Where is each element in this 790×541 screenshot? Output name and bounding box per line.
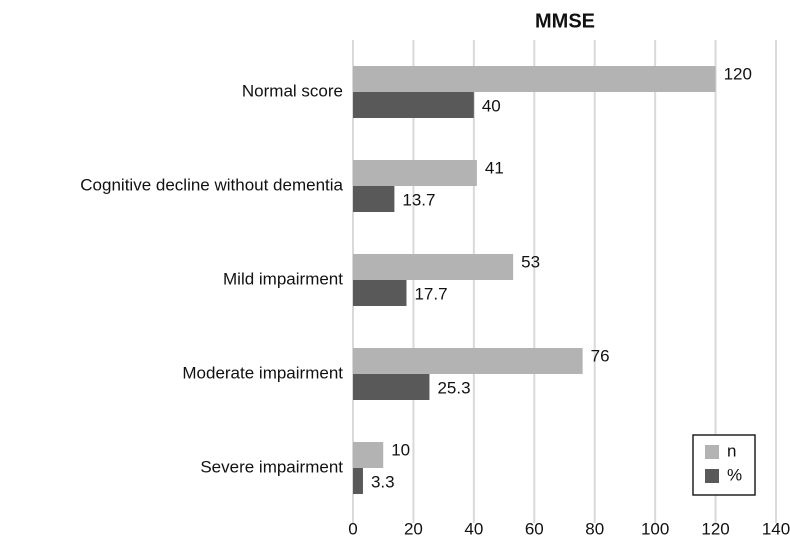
legend-label: n (727, 441, 736, 460)
y-tick-label: Mild impairment (223, 269, 343, 288)
data-label: 53 (521, 252, 540, 271)
bar (353, 280, 407, 306)
x-tick-label: 0 (348, 519, 357, 538)
legend-box (692, 434, 756, 496)
x-tick-label: 20 (404, 519, 423, 538)
legend-label: % (727, 465, 742, 484)
chart-title: MMSE (535, 10, 595, 32)
y-tick-label: Cognitive decline without dementia (80, 175, 343, 194)
y-tick-label: Severe impairment (200, 457, 343, 476)
bar (353, 92, 474, 118)
data-label: 25.3 (437, 378, 470, 397)
x-tick-label: 100 (641, 519, 669, 538)
data-label: 13.7 (402, 190, 435, 209)
legend-swatch (705, 469, 719, 483)
data-label: 17.7 (414, 284, 447, 303)
bar (353, 348, 583, 374)
data-label: 41 (485, 158, 504, 177)
bar (353, 374, 430, 400)
y-tick-label: Moderate impairment (182, 363, 343, 382)
bar (353, 160, 477, 186)
x-tick-label: 40 (464, 519, 483, 538)
bar (353, 66, 716, 92)
data-label: 76 (591, 346, 610, 365)
data-label: 40 (482, 96, 501, 115)
bar (353, 468, 363, 494)
data-label: 3.3 (371, 472, 395, 491)
x-tick-label: 80 (585, 519, 604, 538)
bar (353, 442, 384, 468)
x-tick-label: 60 (525, 519, 544, 538)
x-tick-label: 120 (701, 519, 729, 538)
y-tick-label: Normal score (242, 81, 343, 100)
bar (353, 254, 514, 280)
bar (353, 186, 395, 212)
x-tick-label: 140 (762, 519, 790, 538)
legend: n% (692, 434, 756, 496)
data-label: 10 (391, 440, 410, 459)
legend-swatch (705, 445, 719, 459)
data-label: 120 (724, 64, 752, 83)
